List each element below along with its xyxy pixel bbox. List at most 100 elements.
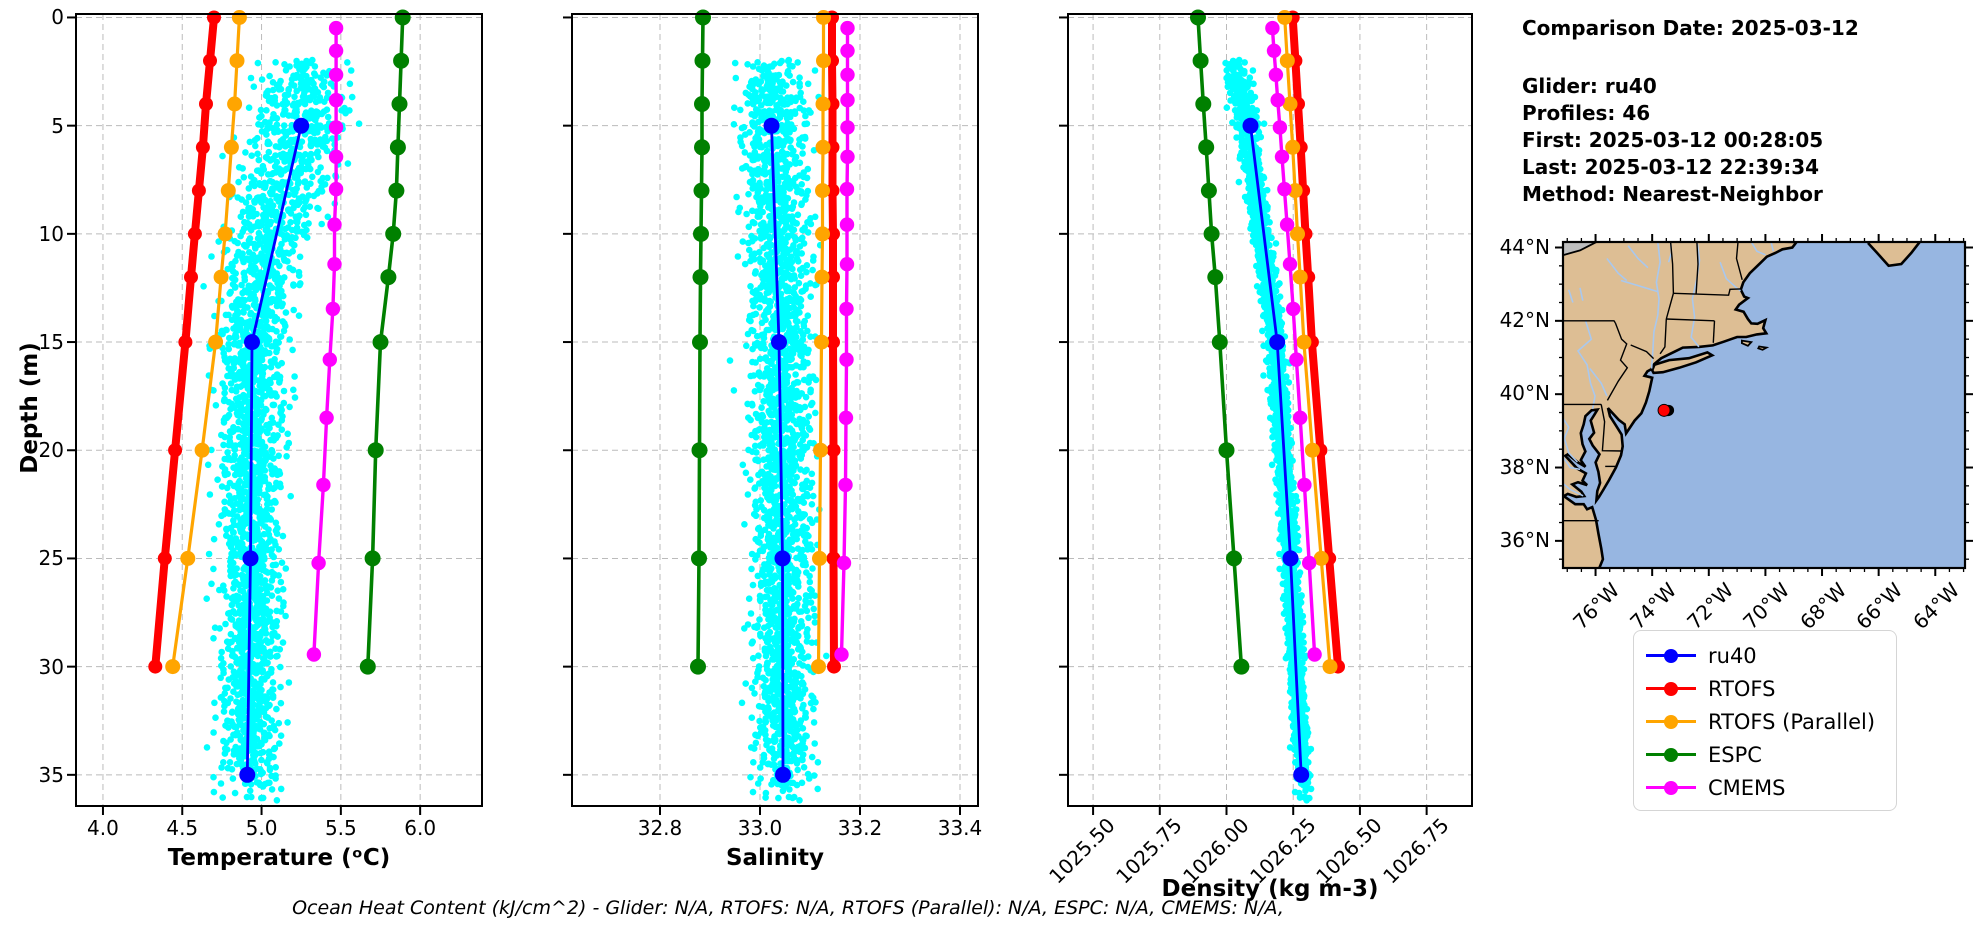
map-land: [1563, 242, 1799, 568]
map-lat-tick-label: 44°N: [1499, 234, 1550, 259]
map-state-border: [1606, 322, 1629, 401]
legend-item-espc: ESPC: [1634, 738, 1896, 771]
map-river: [1690, 243, 1701, 348]
map-state-border: [1673, 288, 1741, 296]
temperature-axis-label: Temperature (ᵒC): [167, 845, 391, 871]
ocean-heat-content-note: Ocean Heat Content (kJ/cm^2) - Glider: N…: [292, 897, 1284, 919]
temperature-series-rtofs: [148, 10, 221, 674]
depth-tick-label: 10: [38, 221, 64, 246]
info-first: First: 2025-03-12 00:28:05: [1522, 128, 1824, 152]
legend-label-cmems: CMEMS: [1708, 775, 1786, 800]
temperature-xtick-label: 4.5: [166, 816, 199, 840]
map-state-border: [1665, 293, 1675, 320]
depth-tick-label: 30: [38, 654, 64, 679]
legend-swatch-rtofs-parallel: [1646, 714, 1696, 729]
map-land: [1867, 242, 1922, 268]
legend-item-cmems: CMEMS: [1634, 771, 1896, 804]
map-lat-tick-label: 40°N: [1499, 381, 1550, 406]
legend-swatch-rtofs: [1646, 681, 1696, 696]
depth-tick-label: 5: [51, 113, 64, 138]
map-river: [1563, 482, 1584, 497]
temperature-series-cmems: [306, 20, 344, 662]
legend-label-rtofs: RTOFS: [1708, 676, 1776, 701]
map-lat-tick-label: 36°N: [1499, 527, 1550, 552]
salinity-series-ru40: [763, 117, 791, 783]
temperature-series-rtofs-parallel-: [165, 10, 247, 675]
legend-item-ru40: ru40: [1634, 639, 1896, 672]
salinity-plot: [563, 9, 979, 815]
map-river: [1606, 258, 1628, 282]
temperature-series-espc: [359, 9, 411, 675]
location-map: [1555, 234, 1973, 576]
salinity-xtick-label: 33.4: [937, 816, 983, 840]
map-river: [1579, 287, 1584, 301]
density-series-cmems: [1265, 20, 1322, 662]
map-land: [1741, 339, 1754, 347]
map-state-border: [1735, 242, 1743, 280]
map-river: [1563, 416, 1578, 463]
info-glider: Glider: ru40: [1522, 74, 1657, 98]
map-river: [1627, 245, 1649, 269]
comparison-date-text: Comparison Date: 2025-03-12: [1522, 16, 1859, 40]
map-inner: [1563, 242, 1965, 568]
salinity-series-cmems: [834, 20, 855, 662]
temperature-series-ru40: [239, 117, 310, 783]
map-state-border: [1563, 320, 1616, 324]
map-river: [1576, 320, 1596, 410]
depth-tick-label: 35: [38, 762, 64, 787]
map-state-border: [1600, 404, 1623, 452]
salinity-xtick-label: 32.8: [637, 816, 683, 840]
info-method: Method: Nearest-Neighbor: [1522, 182, 1823, 206]
info-profiles: Profiles: 46: [1522, 101, 1651, 125]
depth-tick-label: 0: [51, 5, 64, 30]
legend-item-rtofs-parallel: RTOFS (Parallel): [1634, 705, 1896, 738]
map-river: [1563, 455, 1581, 471]
map-land: [1757, 345, 1770, 351]
glider-info-text: Glider: ru40 Profiles: 46 First: 2025-03…: [1522, 73, 1823, 208]
map-frame: [1561, 240, 1967, 570]
density-glider-scatter: [1222, 56, 1315, 804]
map-river: [1770, 242, 1775, 252]
legend-label-espc: ESPC: [1708, 742, 1762, 767]
density-series-espc: [1190, 9, 1250, 675]
temperature-xtick-label: 5.5: [324, 816, 357, 840]
legend-swatch-espc: [1646, 747, 1696, 762]
map-glider-position-marker: [1657, 403, 1671, 417]
info-last: Last: 2025-03-12 22:39:34: [1522, 155, 1820, 179]
map-river: [1567, 289, 1574, 303]
map-state-border: [1666, 318, 1715, 322]
temperature-xtick-label: 5.0: [245, 816, 278, 840]
temperature-xtick-label: 6.0: [404, 816, 437, 840]
map-lat-tick-label: 42°N: [1499, 307, 1550, 332]
density-series-ru40: [1242, 117, 1310, 783]
map-state-border: [1669, 242, 1675, 294]
salinity-glider-scatter: [726, 56, 830, 804]
temperature-plot: [67, 9, 483, 815]
map-river: [1589, 368, 1608, 397]
salinity-axis-label: Salinity: [725, 845, 825, 871]
depth-tick-label: 20: [38, 438, 64, 463]
map-state-border: [1695, 242, 1699, 295]
map-land: [1650, 350, 1716, 375]
temperature-glider-scatter: [200, 56, 363, 804]
map-river: [1620, 279, 1658, 293]
legend: ru40 RTOFS RTOFS (Parallel) ESPC CMEMS: [1633, 630, 1897, 811]
temperature-xtick-label: 4.0: [87, 816, 119, 840]
legend-label-ru40: ru40: [1708, 643, 1757, 668]
density-series-rtofs-parallel-: [1277, 10, 1338, 675]
depth-tick-label: 25: [38, 546, 64, 571]
map-lat-tick-label: 38°N: [1499, 454, 1550, 479]
map-state-border: [1712, 320, 1716, 343]
salinity-xtick-label: 33.2: [837, 816, 883, 840]
density-axis-label: Density (kg m-3): [1161, 876, 1379, 902]
map-river: [1750, 242, 1766, 256]
legend-label-rtofs-parallel: RTOFS (Parallel): [1708, 709, 1876, 734]
legend-item-rtofs: RTOFS: [1634, 672, 1896, 705]
map-foreign-land: [1563, 242, 1597, 257]
legend-swatch-cmems: [1646, 780, 1696, 795]
legend-swatch-ru40: [1646, 648, 1696, 663]
density-plot: [1059, 9, 1473, 815]
salinity-xtick-label: 33.0: [737, 816, 783, 840]
